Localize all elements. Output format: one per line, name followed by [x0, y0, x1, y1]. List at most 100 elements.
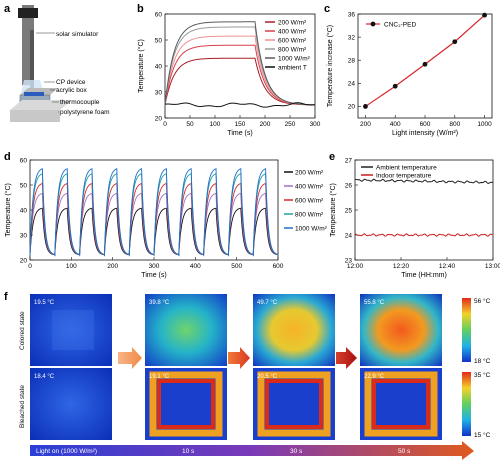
colorbar-max: 35 °C [474, 371, 491, 379]
y-tick-label: 40 [20, 207, 28, 214]
thermal-frame [364, 371, 438, 437]
thermal-row-colored: 19.5 °C 39.8 °C 49.7 °C 55.8 °C [30, 294, 442, 366]
legend-label: 400 W/m² [278, 28, 307, 35]
series-line [354, 233, 494, 237]
legend-label: Indoor temperature [376, 172, 432, 179]
x-axis-label: Time (s) [227, 130, 252, 137]
y-tick-label: 30 [155, 89, 163, 96]
thermal-sample [52, 310, 94, 350]
chart-c: 200 400 600 800 1000 20 24 28 32 36 Light intensit… [324, 3, 493, 137]
legend-label: 600 W/m² [278, 37, 307, 44]
timeline-label: Light on (1000 W/m²) [36, 448, 97, 455]
thermal-frame [157, 379, 215, 429]
timeline-arrow [30, 441, 474, 460]
step-arrow [228, 347, 250, 369]
x-tick-label: 200 [260, 121, 271, 128]
colorbar-bleached [462, 372, 471, 436]
panel-label-e: e [329, 151, 335, 163]
x-tick-label: 250 [285, 121, 296, 128]
thermal-frame [372, 379, 430, 429]
x-tick-label: 100 [66, 263, 77, 270]
x-tick-label: 0 [28, 263, 32, 270]
legend-label: ambient T [278, 64, 307, 71]
row-label-bleached: Bleached state [19, 385, 26, 428]
label-cp-device: CP device [56, 79, 86, 86]
timeline-label: 50 s [398, 448, 411, 455]
timeline-label: 30 s [290, 448, 303, 455]
y-axis-label: Temperature (°C) [4, 183, 12, 237]
series-line [164, 44, 316, 106]
y-tick-label: 26 [345, 182, 353, 189]
panel-label-d: d [4, 151, 11, 163]
x-tick-label: 150 [235, 121, 246, 128]
y-tick-label: 28 [348, 58, 356, 65]
series-line [29, 168, 279, 257]
y-tick-label: 20 [155, 115, 163, 122]
temp-readout: 18.4 °C [34, 374, 55, 380]
legend-label: 800 W/m² [278, 46, 307, 53]
data-point [392, 83, 398, 89]
x-tick-label: 12:40 [439, 263, 456, 270]
temp-readout: 19.5 °C [34, 300, 55, 306]
y-tick-label: 60 [155, 11, 163, 18]
panel-label-f: f [4, 291, 8, 303]
panel-label-b: b [137, 3, 144, 15]
y-tick-label: 36 [348, 11, 356, 18]
thermal-frame [257, 371, 331, 437]
x-axis-label: Time (s) [141, 272, 166, 279]
x-tick-label: 12:20 [393, 263, 410, 270]
y-axis-label: Temperature (°C) [137, 39, 145, 93]
legend-label: 800 W/m² [295, 211, 324, 218]
data-point [482, 12, 487, 18]
simulator-stand [30, 30, 34, 90]
colorbar-colored [462, 298, 471, 362]
temp-readout: 39.8 °C [149, 300, 170, 306]
x-tick-label: 600 [420, 121, 431, 128]
thermal-image [30, 368, 112, 440]
y-axis-label: Temperature increase (°C) [326, 25, 334, 107]
polystyrene-foam [10, 100, 72, 110]
x-tick-label: 800 [449, 121, 460, 128]
panel-a: a solar simulator CP device acrylic box … [4, 3, 110, 122]
x-tick-label: 0 [163, 121, 167, 128]
temp-readout: 22.9 °C [364, 374, 385, 380]
data-point [363, 104, 368, 109]
chart-e: 12:00 12:20 12:40 13:00 23 24 25 26 27 Time (HH:m… [329, 151, 500, 279]
temp-readout: 55.8 °C [364, 300, 385, 306]
x-tick-label: 400 [390, 121, 401, 128]
legend-label: CNC₂-PED [384, 21, 416, 28]
temp-readout: 19.1 °C [149, 374, 170, 380]
y-tick-label: 30 [20, 232, 28, 239]
temp-readout: 49.7 °C [257, 300, 278, 306]
panel-label-c: c [324, 3, 330, 15]
series-line [354, 178, 494, 185]
x-tick-label: 300 [310, 121, 321, 128]
series-line [164, 102, 316, 108]
x-tick-label: 500 [231, 263, 242, 270]
x-tick-label: 600 [273, 263, 284, 270]
label-solar-simulator: solar simulator [56, 31, 99, 38]
series-line [365, 14, 485, 107]
thermal-frame [149, 371, 223, 437]
label-thermocouple: thermocouple [60, 99, 100, 106]
chart-d: 0 100 200 300 400 500 600 20 30 40 50 60 Time (s) Tem… [4, 151, 328, 279]
colorbar-max: 56 °C [474, 297, 491, 305]
panel-f: f 19.5 °C 39.8 °C 49.7 °C 55.8 °C 18.4 °… [4, 291, 491, 460]
colorbar-min: 15 °C [474, 431, 491, 439]
y-tick-label: 50 [20, 182, 28, 189]
legend-label: 1000 W/m² [295, 225, 328, 232]
panel-label-a: a [4, 3, 11, 15]
label-acrylic-box: acrylic box [56, 87, 87, 94]
cp-device [24, 92, 44, 96]
thermal-image [360, 294, 442, 366]
thermal-frame [265, 379, 323, 429]
y-tick-label: 40 [155, 63, 163, 70]
row-label-colored: Colored state [19, 311, 26, 350]
step-arrow [336, 347, 357, 369]
y-tick-label: 27 [345, 157, 353, 164]
y-tick-label: 50 [155, 37, 163, 44]
x-tick-label: 100 [210, 121, 221, 128]
legend-marker [370, 21, 376, 27]
y-tick-label: 24 [348, 81, 356, 88]
y-tick-label: 20 [20, 257, 28, 264]
